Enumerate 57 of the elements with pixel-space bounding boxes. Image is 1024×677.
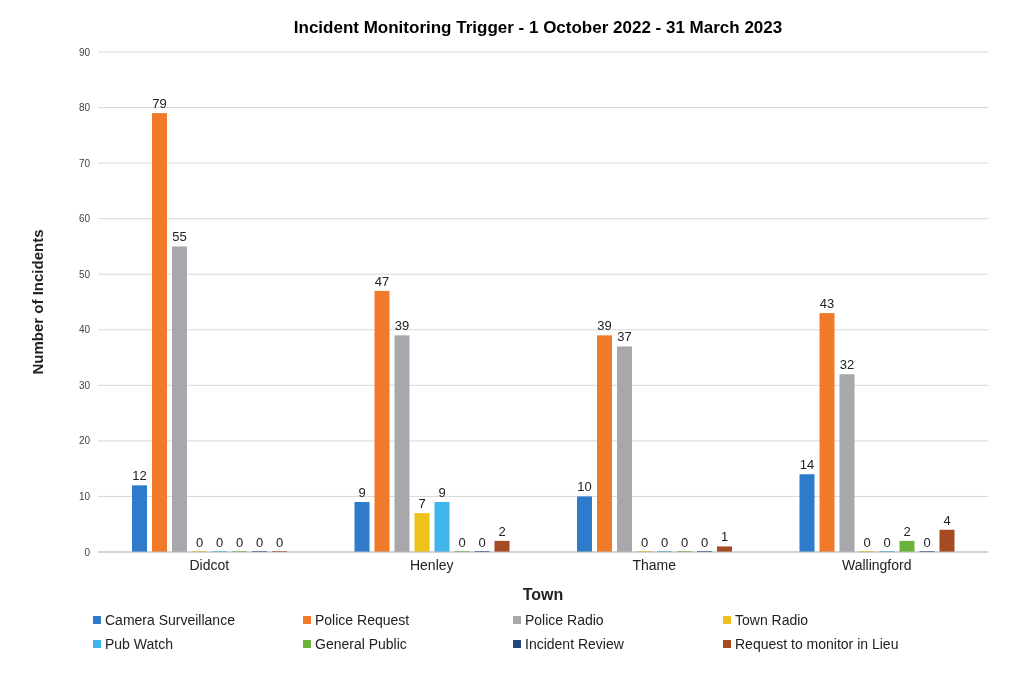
y-tick-label: 80 [78,102,91,114]
legend-label: Incident Review [525,636,624,652]
data-label: 14 [799,457,815,473]
legend-label: Request to monitor in Lieu [735,636,899,652]
data-label: 39 [597,318,612,334]
data-label: 37 [617,329,632,345]
y-tick-label: 40 [78,324,91,336]
data-label: 0 [700,535,709,550]
data-label: 0 [195,535,204,550]
y-tick-label: 20 [78,435,91,447]
y-tick-label: 50 [78,268,91,280]
data-label: 0 [275,535,284,550]
data-label: 0 [660,535,669,550]
y-tick-label: 0 [84,546,91,558]
data-label: 2 [498,523,506,539]
x-axis-title: Town [522,586,564,603]
data-label: 79 [152,96,167,112]
data-label: 0 [478,535,486,550]
data-label: 0 [458,535,466,550]
legend-label: Pub Watch [105,636,173,652]
data-label: 12 [132,468,147,484]
data-label: 9 [358,485,366,500]
data-label: 2 [903,523,911,539]
data-label: 0 [235,535,244,550]
data-label: 0 [883,535,891,550]
chart-title: Incident Monitoring Trigger - 1 October 2022 - 31 March 2023 [292,18,784,38]
data-label: 0 [640,535,649,550]
x-tick-label: Didcot [189,556,230,573]
x-tick-label: Thame [632,556,677,573]
data-label: 0 [255,535,264,550]
data-label: 10 [577,479,592,495]
x-tick-label: Wallingford [841,556,912,573]
y-axis-title: Number of Incidents [29,229,47,375]
data-label: 0 [680,535,689,550]
data-label: 39 [394,318,410,334]
data-label: 32 [839,357,855,373]
data-label: 9 [438,485,446,500]
y-tick-label: 60 [78,213,91,225]
data-label: 4 [943,512,951,528]
y-tick-label: 10 [78,490,91,502]
legend-label: Police Request [315,612,410,628]
legend-label: Town Radio [735,612,809,628]
y-tick-label: 90 [78,46,91,58]
legend-label: Police Radio [525,612,604,628]
y-tick-label: 30 [78,379,91,391]
data-label: 43 [819,296,835,312]
legend-label: General Public [315,636,407,652]
x-tick-label: Henley [409,556,454,573]
data-label: 7 [418,496,426,512]
data-label: 1 [720,529,729,545]
data-label: 0 [863,535,871,550]
data-label: 0 [923,535,931,550]
data-label: 0 [215,535,224,550]
data-label: 47 [374,273,390,289]
legend-label: Camera Surveillance [105,612,235,628]
data-label: 55 [172,229,187,245]
y-tick-label: 70 [78,157,91,169]
